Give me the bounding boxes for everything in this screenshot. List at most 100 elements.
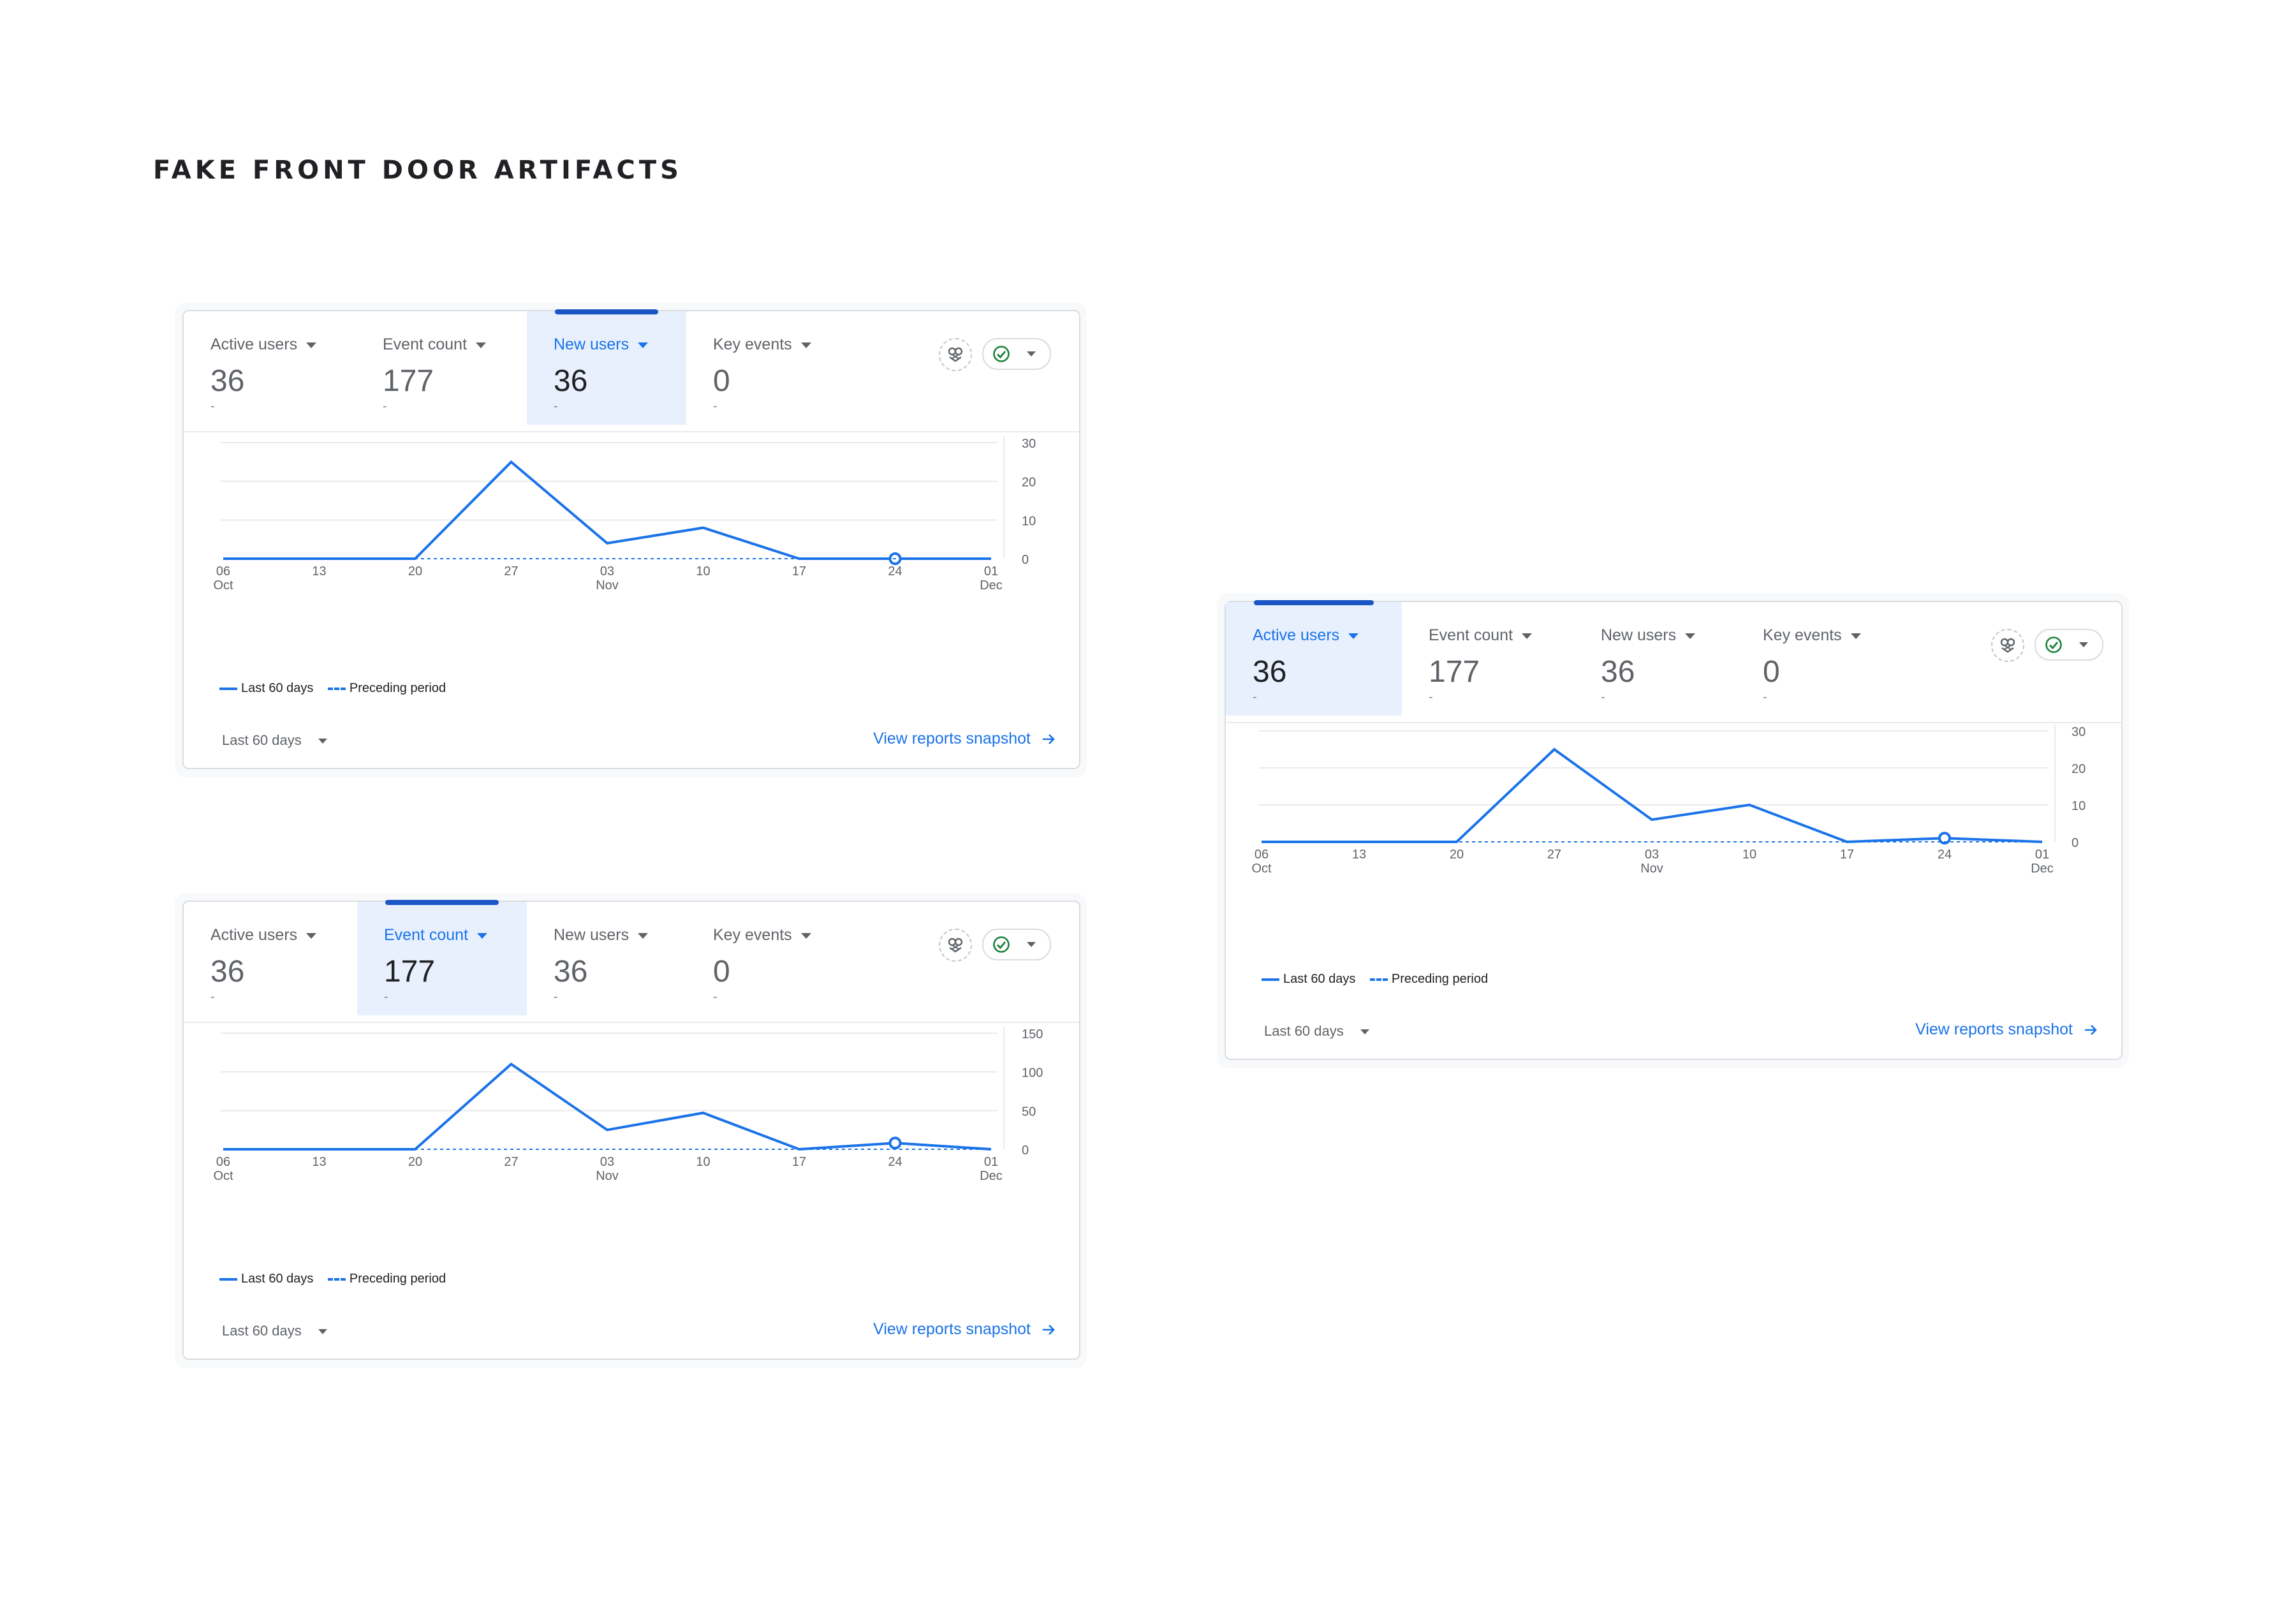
- x-tick-month-label: Dec: [980, 578, 1003, 592]
- caret-down-icon: [638, 932, 649, 939]
- caret-down-icon: [1348, 633, 1359, 639]
- legend-swatch: [1369, 978, 1388, 981]
- x-tick-month-label: Oct: [1251, 862, 1272, 876]
- x-tick-month-label: Oct: [213, 578, 233, 592]
- metric-value: 0: [713, 955, 730, 989]
- tab-event-count[interactable]: Event count 177 -: [357, 900, 527, 1015]
- data-quality-status-button[interactable]: [2035, 629, 2103, 661]
- x-tick-label: 17: [792, 564, 806, 578]
- tab-new-users[interactable]: New users 36 -: [527, 902, 686, 1015]
- metric-comparison: -: [554, 990, 558, 1004]
- x-tick-label: 13: [312, 564, 326, 578]
- caret-down-icon: [800, 932, 811, 939]
- tab-label: Active users: [210, 335, 317, 354]
- caret-down-icon: [318, 1329, 327, 1335]
- tab-label: New users: [1601, 626, 1696, 645]
- page-title: FAKE FRONT DOOR ARTIFACTS: [153, 156, 682, 185]
- check-circle-icon: [993, 346, 1010, 362]
- check-circle-icon: [993, 936, 1010, 953]
- caret-down-icon: [477, 932, 488, 939]
- metric-comparison: -: [1253, 690, 1257, 704]
- date-range-selector[interactable]: Last 60 days: [1264, 1023, 1369, 1040]
- sparkle-insights-icon: [948, 938, 963, 953]
- tab-key-events[interactable]: Key events 0 -: [686, 311, 852, 425]
- caret-down-icon: [476, 342, 487, 348]
- tab-label: New users: [554, 335, 649, 354]
- x-tick-label: 20: [1450, 848, 1464, 862]
- y-tick-label: 20: [2072, 762, 2086, 776]
- date-range-selector[interactable]: Last 60 days: [222, 732, 327, 749]
- tab-label: Key events: [713, 335, 811, 354]
- x-tick-label: 27: [504, 1155, 518, 1169]
- y-tick-label: 0: [1022, 1144, 1029, 1158]
- x-tick-month-label: Nov: [596, 1169, 619, 1183]
- metric-comparison: -: [1763, 690, 1767, 704]
- caret-down-icon: [638, 342, 649, 348]
- insights-button[interactable]: [939, 338, 972, 371]
- tab-event-count[interactable]: Event count 177 -: [1402, 602, 1573, 716]
- tab-key-events[interactable]: Key events 0 -: [686, 902, 852, 1015]
- sparkle-insights-icon: [948, 347, 963, 362]
- view-reports-snapshot-link[interactable]: View reports snapshot: [1915, 1020, 2098, 1039]
- caret-down-icon: [2079, 642, 2088, 647]
- x-tick-label: 06: [216, 1155, 230, 1169]
- x-tick-label: 03: [600, 1155, 614, 1169]
- x-tick-month-label: Nov: [596, 578, 619, 592]
- tab-new-users[interactable]: New users 36 -: [527, 309, 686, 425]
- x-tick-label: 20: [408, 564, 422, 578]
- tab-label: Key events: [1763, 626, 1861, 645]
- metric-value: 36: [554, 364, 588, 398]
- insights-button[interactable]: [1991, 629, 2024, 662]
- tab-active-users[interactable]: Active users 36 -: [184, 311, 350, 425]
- tab-label: New users: [554, 926, 649, 945]
- metric-comparison: -: [1601, 690, 1605, 704]
- legend-item-previous: Preceding period: [327, 681, 446, 696]
- view-reports-snapshot-link[interactable]: View reports snapshot: [873, 1320, 1056, 1339]
- view-reports-snapshot-link[interactable]: View reports snapshot: [873, 730, 1056, 748]
- caret-down-icon: [318, 739, 327, 744]
- y-tick-label: 20: [1022, 476, 1036, 490]
- card-body: Active users 36 - Event count 177 - New …: [1225, 600, 2123, 1060]
- tab-active-users[interactable]: Active users 36 -: [184, 902, 350, 1015]
- sparkle-insights-icon: [2000, 638, 2015, 653]
- data-quality-status-button[interactable]: [982, 338, 1051, 370]
- metric-value: 36: [210, 955, 245, 989]
- x-tick-label: 27: [504, 564, 518, 578]
- date-range-selector[interactable]: Last 60 days: [222, 1323, 327, 1339]
- caret-down-icon: [1360, 1029, 1369, 1035]
- metric-value: 177: [383, 364, 434, 398]
- tab-label: Event count: [384, 926, 488, 945]
- metric-value: 177: [384, 955, 436, 989]
- tab-new-users[interactable]: New users 36 -: [1574, 602, 1735, 716]
- insights-button[interactable]: [939, 929, 972, 962]
- card-body: Active users 36 - Event count 177 - New …: [182, 309, 1080, 769]
- x-tick-label: 20: [408, 1155, 422, 1169]
- tab-active-users[interactable]: Active users 36 -: [1226, 600, 1402, 716]
- data-point-marker: [1938, 832, 1951, 845]
- caret-down-icon: [1522, 633, 1533, 639]
- legend-item-current: Last 60 days: [219, 681, 313, 696]
- selected-tab-indicator: [555, 309, 658, 314]
- caret-down-icon: [306, 932, 317, 939]
- x-tick-label: 17: [1840, 848, 1854, 862]
- legend-item-current: Last 60 days: [1262, 972, 1355, 987]
- metric-value: 36: [1253, 655, 1287, 689]
- legend-item-current: Last 60 days: [219, 1272, 313, 1286]
- x-tick-label: 03: [1645, 848, 1659, 862]
- arrow-right-icon: [1043, 1325, 1055, 1335]
- y-tick-label: 10: [1022, 514, 1036, 528]
- x-tick-label: 03: [600, 564, 614, 578]
- y-tick-label: 0: [1022, 553, 1029, 567]
- tab-key-events[interactable]: Key events 0 -: [1736, 602, 1902, 716]
- y-tick-label: 0: [2072, 836, 2079, 850]
- x-tick-label: 13: [312, 1155, 326, 1169]
- caret-down-icon: [1027, 942, 1036, 947]
- x-tick-label: 24: [1938, 848, 1952, 862]
- x-tick-label: 24: [888, 1155, 902, 1169]
- x-tick-label: 13: [1352, 848, 1366, 862]
- tab-event-count[interactable]: Event count 177 -: [356, 311, 519, 425]
- tab-label: Event count: [383, 335, 487, 354]
- data-quality-status-button[interactable]: [982, 929, 1051, 960]
- tab-label: Key events: [713, 926, 811, 945]
